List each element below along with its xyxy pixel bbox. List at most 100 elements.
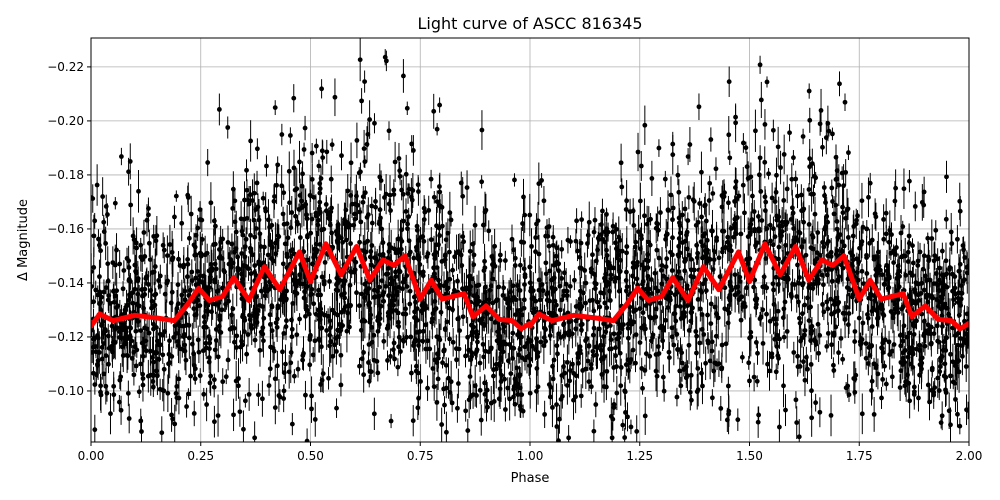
data-point bbox=[533, 235, 539, 240]
data-point bbox=[948, 351, 953, 357]
data-point bbox=[319, 86, 324, 92]
data-point bbox=[777, 336, 782, 342]
data-point bbox=[443, 362, 449, 368]
data-point bbox=[623, 362, 629, 368]
data-point bbox=[536, 251, 542, 257]
data-point bbox=[257, 261, 263, 267]
data-point bbox=[465, 428, 471, 433]
data-point bbox=[758, 314, 764, 320]
data-point bbox=[778, 165, 783, 170]
data-point bbox=[841, 243, 847, 249]
data-point bbox=[758, 97, 764, 103]
data-point bbox=[791, 155, 796, 161]
data-point bbox=[881, 236, 887, 242]
data-point bbox=[882, 282, 887, 287]
data-point bbox=[396, 156, 402, 161]
data-point bbox=[438, 309, 444, 315]
data-point bbox=[554, 245, 560, 251]
data-point bbox=[875, 315, 880, 321]
data-point bbox=[418, 379, 423, 384]
data-point bbox=[964, 311, 969, 317]
data-point bbox=[512, 177, 517, 183]
data-point bbox=[897, 332, 903, 338]
data-point bbox=[797, 320, 803, 326]
data-point bbox=[269, 304, 275, 310]
data-point bbox=[291, 95, 297, 101]
data-point bbox=[816, 350, 822, 356]
data-point bbox=[528, 289, 534, 294]
data-point bbox=[430, 366, 436, 371]
data-point bbox=[177, 323, 183, 329]
data-point bbox=[570, 361, 575, 367]
data-point bbox=[308, 230, 314, 236]
data-point bbox=[128, 202, 134, 208]
data-point bbox=[573, 394, 579, 400]
data-point bbox=[917, 249, 923, 255]
data-point bbox=[559, 275, 565, 281]
data-point bbox=[105, 261, 111, 267]
data-point bbox=[169, 289, 175, 295]
data-point bbox=[173, 391, 179, 396]
data-point bbox=[205, 160, 211, 165]
data-point bbox=[708, 301, 714, 307]
data-point bbox=[726, 79, 732, 85]
data-point bbox=[179, 220, 185, 226]
data-point bbox=[458, 252, 464, 258]
data-point bbox=[364, 141, 370, 147]
data-point bbox=[733, 120, 739, 126]
data-point bbox=[536, 181, 542, 187]
data-point bbox=[835, 278, 841, 284]
data-point bbox=[480, 341, 486, 347]
data-point bbox=[742, 210, 747, 216]
data-point bbox=[775, 144, 781, 150]
data-point bbox=[662, 176, 668, 182]
data-point bbox=[614, 246, 619, 252]
data-point bbox=[288, 225, 294, 231]
data-point bbox=[723, 341, 729, 347]
data-point bbox=[312, 338, 318, 344]
data-point bbox=[101, 219, 107, 225]
data-point bbox=[901, 323, 907, 329]
data-point bbox=[921, 287, 927, 293]
data-point bbox=[725, 239, 731, 245]
data-point bbox=[212, 419, 217, 425]
data-point bbox=[138, 328, 144, 334]
data-point bbox=[500, 292, 506, 298]
data-point bbox=[829, 311, 834, 317]
data-point bbox=[211, 218, 217, 224]
data-point bbox=[250, 198, 255, 203]
data-point bbox=[252, 337, 258, 343]
data-point bbox=[147, 257, 153, 263]
data-point bbox=[611, 331, 617, 337]
data-point bbox=[307, 334, 313, 340]
data-point bbox=[103, 383, 109, 389]
data-point bbox=[707, 180, 713, 186]
data-point bbox=[502, 258, 508, 263]
data-point bbox=[110, 288, 116, 294]
data-point bbox=[830, 131, 835, 137]
data-point bbox=[96, 236, 101, 242]
data-point bbox=[745, 234, 751, 240]
data-point bbox=[960, 353, 965, 359]
data-point bbox=[585, 232, 591, 238]
data-point bbox=[197, 273, 203, 279]
data-point bbox=[141, 344, 147, 350]
data-point bbox=[911, 322, 917, 328]
data-point bbox=[846, 392, 852, 398]
data-point bbox=[928, 340, 934, 346]
data-point bbox=[130, 300, 136, 306]
data-point bbox=[886, 285, 892, 290]
data-point bbox=[929, 236, 935, 241]
data-point bbox=[576, 360, 581, 366]
data-point bbox=[244, 187, 250, 193]
data-point bbox=[192, 366, 198, 372]
data-point bbox=[572, 277, 577, 283]
data-point bbox=[225, 357, 231, 363]
data-point bbox=[160, 242, 166, 248]
data-point bbox=[274, 182, 279, 188]
data-point bbox=[404, 105, 410, 111]
data-point bbox=[609, 435, 615, 441]
data-point bbox=[944, 174, 949, 180]
data-point bbox=[821, 185, 827, 190]
data-point bbox=[720, 249, 725, 255]
